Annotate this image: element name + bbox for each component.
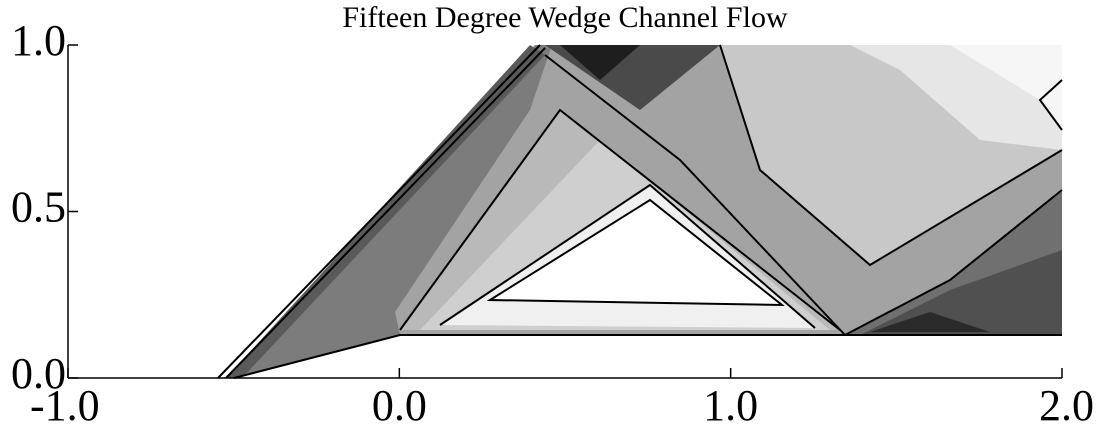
x-tick-label: 0.0 [372,381,427,430]
x-tick-label: -1.0 [30,381,100,430]
contour-field [217,44,1063,379]
y-tick-label: 0.0 [11,349,66,398]
y-tick-label: 0.5 [11,183,66,232]
chart-title: Fifteen Degree Wedge Channel Flow [342,1,788,34]
x-tick-label: 1.0 [703,381,758,430]
x-tick-label: 2.0 [1039,381,1094,430]
y-tick-label: 1.0 [11,16,66,65]
